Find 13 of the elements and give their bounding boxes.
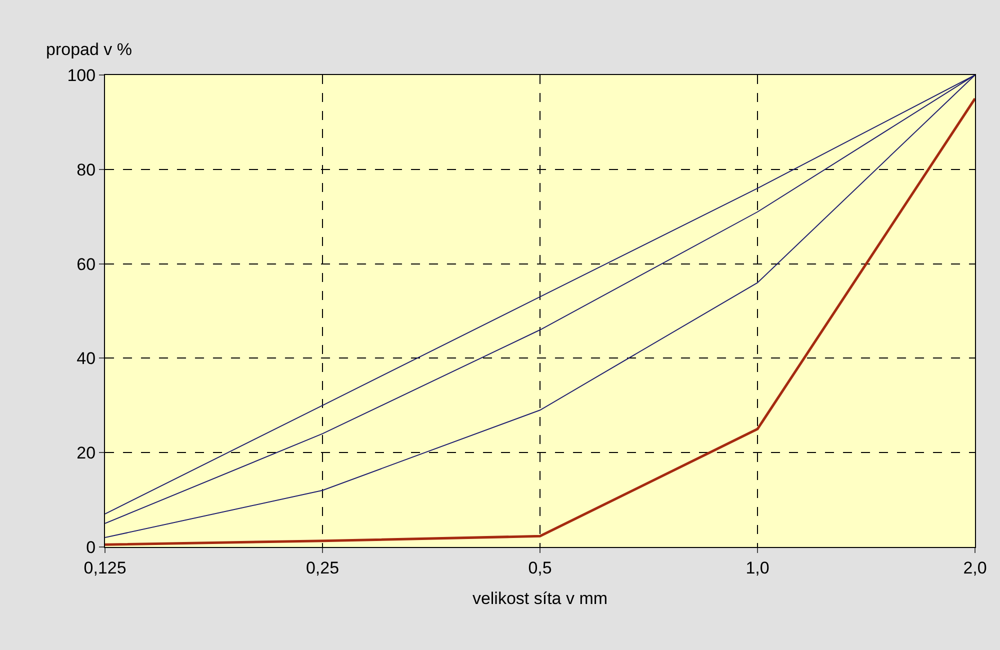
x-axis-title: velikost síta v mm xyxy=(472,588,608,608)
x-tick-label: 0,125 xyxy=(84,558,126,578)
x-tick-label: 0,25 xyxy=(306,558,340,578)
x-tick-label: 1,0 xyxy=(746,558,770,578)
y-tick-label: 0 xyxy=(86,538,96,557)
y-axis-title: propad v % xyxy=(46,40,132,59)
x-tick-label: 2,0 xyxy=(963,558,987,578)
y-tick-label: 60 xyxy=(76,254,96,274)
x-tick-label: 0,5 xyxy=(528,558,552,578)
y-tick-label: 100 xyxy=(67,66,96,85)
y-tick-label: 40 xyxy=(76,349,96,368)
y-tick-label: 80 xyxy=(76,160,96,180)
y-tick-label: 20 xyxy=(76,444,96,463)
